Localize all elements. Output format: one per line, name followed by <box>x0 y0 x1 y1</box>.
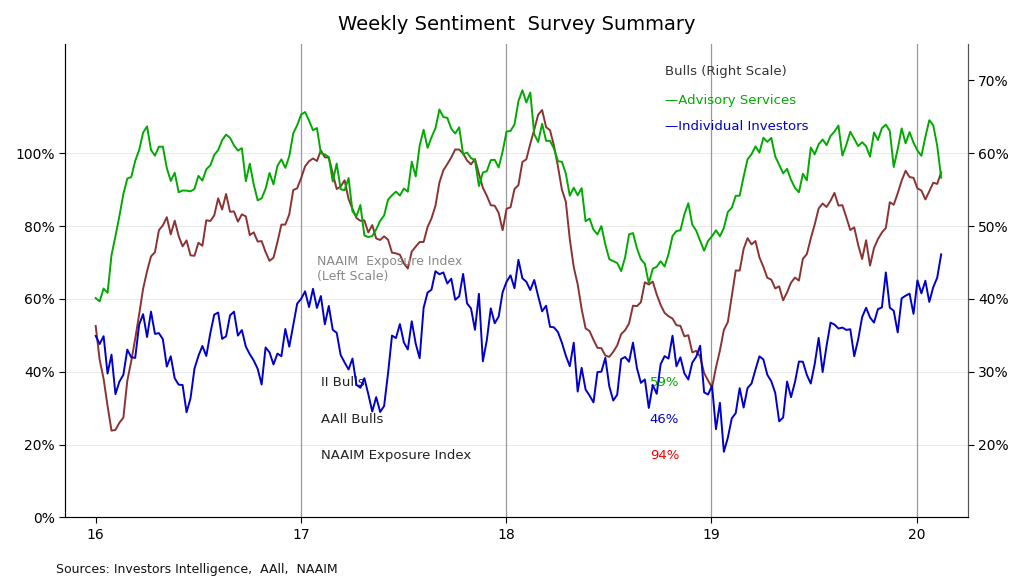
Title: Weekly Sentiment  Survey Summary: Weekly Sentiment Survey Summary <box>338 15 695 34</box>
Text: —Advisory Services: —Advisory Services <box>666 93 797 107</box>
Text: 59%: 59% <box>650 376 679 389</box>
Text: 46%: 46% <box>650 412 679 426</box>
Text: II Bulls: II Bulls <box>322 376 366 389</box>
Text: Bulls (Right Scale): Bulls (Right Scale) <box>666 65 787 78</box>
Text: NAAIM  Exposure Index
(Left Scale): NAAIM Exposure Index (Left Scale) <box>317 255 463 283</box>
Text: NAAIM Exposure Index: NAAIM Exposure Index <box>322 449 472 462</box>
Text: AAll Bulls: AAll Bulls <box>322 412 384 426</box>
Text: 94%: 94% <box>650 449 679 462</box>
Text: —Individual Investors: —Individual Investors <box>666 119 809 133</box>
Text: Sources: Investors Intelligence,  AAll,  NAAIM: Sources: Investors Intelligence, AAll, N… <box>56 563 338 576</box>
